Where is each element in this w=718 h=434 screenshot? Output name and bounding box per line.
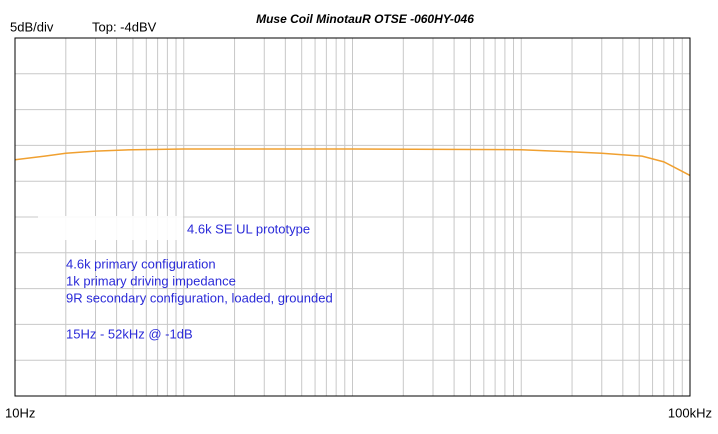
annotation: 9R secondary configuration, loaded, grou… [66, 290, 333, 305]
redaction [38, 216, 183, 240]
plot-border [14, 37, 691, 397]
x-tick-label: 100kHz [668, 405, 712, 420]
curve-layer [14, 148, 691, 177]
annotation: 4.6k primary configuration [66, 256, 216, 271]
chart-title: Muse Coil MinotauR OTSE -060HY-046 [256, 12, 474, 26]
annotation: 4.6k SE UL prototype [187, 221, 310, 236]
annotation: 1k primary driving impedance [66, 273, 236, 288]
scale-label: 5dB/div [10, 19, 54, 34]
x-tick-label: 10Hz [5, 405, 35, 420]
response-curve [14, 148, 691, 177]
top-label: Top: -4dBV [92, 19, 157, 34]
annotation: 15Hz - 52kHz @ -1dB [66, 326, 193, 341]
